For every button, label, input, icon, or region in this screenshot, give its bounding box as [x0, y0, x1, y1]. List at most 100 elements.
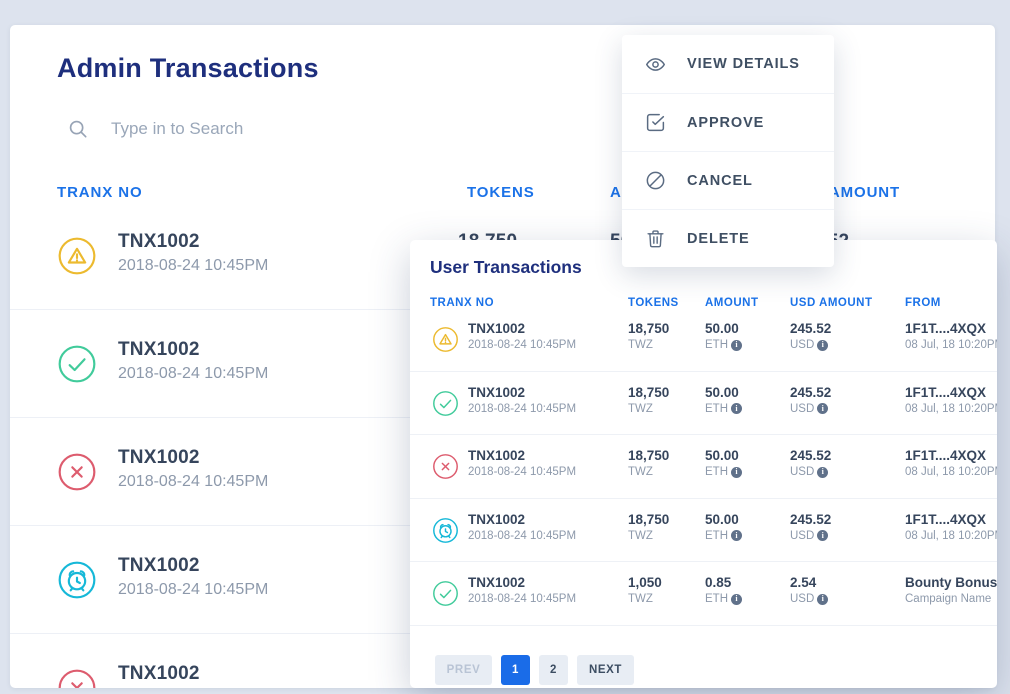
- info-icon[interactable]: [817, 403, 829, 414]
- column-header-usd-amount: USD AMOUNT: [790, 297, 873, 309]
- tranx-date: 2018-08-24 10:45PM: [118, 581, 269, 598]
- tokens-unit: TWZ: [628, 593, 653, 605]
- tranx-no: TNX1002: [118, 663, 200, 684]
- failed-status-icon: [57, 452, 97, 492]
- tranx-no: TNX1002: [468, 448, 526, 463]
- slash-circle-icon: [645, 170, 666, 191]
- success-status-icon: [432, 580, 459, 607]
- column-header-amount: AMOUNT: [705, 297, 759, 309]
- info-icon[interactable]: [817, 530, 829, 541]
- tranx-no: TNX1002: [468, 321, 526, 336]
- usd-value: 245.52: [790, 384, 832, 400]
- warning-status-icon: [432, 326, 459, 353]
- search-bar: [67, 118, 411, 140]
- warning-status-icon: [57, 236, 97, 276]
- tranx-date: 2018-08-24 10:45PM: [468, 339, 577, 351]
- table-row[interactable]: TNX1002 2018-08-24 10:45PM 18,750 TWZ 50.0…: [410, 499, 997, 562]
- menu-item-view-details[interactable]: VIEW DETAILS: [622, 35, 834, 93]
- tranx-date: 2018-08-24 10:45PM: [118, 473, 269, 490]
- usd-unit: USD: [790, 529, 815, 542]
- column-header-tranx-no: TRANX NO: [57, 184, 143, 201]
- menu-item-cancel[interactable]: CANCEL: [622, 151, 834, 209]
- amount-value: 50.00: [705, 321, 739, 336]
- amount-value: 50.00: [705, 511, 739, 527]
- search-input[interactable]: [111, 119, 411, 139]
- table-row[interactable]: TNX1002 2018-08-24 10:45PM 18,750 TWZ 50.0…: [410, 372, 997, 435]
- tokens-value: 1,050: [628, 575, 662, 590]
- amount-value: 0.85: [705, 575, 732, 590]
- menu-item-delete[interactable]: DELETE: [622, 209, 834, 267]
- column-header-tokens: TOKENS: [628, 297, 679, 309]
- user-transactions-panel: User Transactions TRANX NO TOKENS AMOUNT…: [410, 240, 997, 688]
- from-value: Bounty Bonus: [905, 575, 997, 590]
- tokens-value: 18,750: [628, 511, 670, 527]
- panel-title: User Transactions: [430, 257, 582, 277]
- menu-item-label: APPROVE: [687, 114, 765, 131]
- tranx-date: 2018-08-24 10:45PM: [468, 466, 577, 478]
- amount-unit: ETH: [705, 466, 728, 478]
- info-icon[interactable]: [817, 593, 829, 605]
- from-value: 1F1T....4XQX: [905, 448, 987, 463]
- menu-item-label: CANCEL: [687, 172, 753, 189]
- usd-value: 245.52: [790, 448, 832, 463]
- user-table-header: TRANX NO TOKENS AMOUNT USD AMOUNT FROM: [410, 297, 997, 311]
- tranx-date: 2018-08-24 10:45PM: [468, 402, 577, 415]
- info-icon[interactable]: [731, 466, 742, 478]
- page-1-button[interactable]: 1: [501, 655, 530, 685]
- failed-status-icon: [57, 668, 97, 688]
- menu-item-label: VIEW DETAILS: [687, 56, 800, 72]
- prev-button[interactable]: PREV: [435, 655, 492, 685]
- tranx-no: TNX1002: [118, 555, 200, 576]
- usd-unit: USD: [790, 593, 815, 605]
- page-2-button[interactable]: 2: [539, 655, 568, 685]
- amount-value: 50.00: [705, 384, 739, 400]
- table-row[interactable]: TNX1002 2018-08-24 10:45PM 18,750 TWZ 50.0…: [410, 435, 997, 499]
- trash-icon: [645, 228, 666, 249]
- success-status-icon: [432, 390, 459, 417]
- table-row[interactable]: TNX1002 2018-08-24 10:45PM 1,050 TWZ 0.85 E…: [410, 562, 997, 626]
- info-icon[interactable]: [731, 339, 742, 351]
- failed-status-icon: [432, 453, 459, 480]
- tranx-date: 2018-08-24 10:45PM: [118, 257, 269, 274]
- tokens-value: 18,750: [628, 448, 670, 463]
- from-value: 1F1T....4XQX: [905, 384, 987, 400]
- check-square-icon: [645, 112, 666, 133]
- info-icon[interactable]: [817, 339, 829, 351]
- tranx-no: TNX1002: [118, 447, 200, 468]
- table-row[interactable]: TNX1002 2018-08-24 10:45PM 18,750 TWZ 50.0…: [410, 308, 997, 372]
- column-header-tokens: TOKENS: [467, 184, 535, 201]
- tranx-no: TNX1002: [468, 511, 526, 527]
- amount-unit: ETH: [705, 402, 728, 415]
- tokens-unit: TWZ: [628, 339, 653, 351]
- info-icon[interactable]: [731, 530, 742, 541]
- from-value: 1F1T....4XQX: [905, 511, 987, 527]
- search-icon: [67, 118, 89, 140]
- tokens-value: 18,750: [628, 321, 670, 336]
- from-date: 08 Jul, 18 10:20PM: [905, 466, 997, 478]
- column-header-from: FROM: [905, 297, 941, 309]
- info-icon[interactable]: [817, 466, 829, 478]
- tranx-date: 2018-08-24 10:45PM: [468, 529, 577, 542]
- from-date: 08 Jul, 18 10:20PM: [905, 402, 997, 415]
- admin-table-header: TRANX NO TOKENS AMOUNT USD AMOUNT: [10, 184, 995, 204]
- pending-status-icon: [57, 560, 97, 600]
- usd-value: 245.52: [790, 511, 832, 527]
- context-menu: VIEW DETAILS APPROVE CANCEL DELETE: [622, 35, 834, 267]
- from-date: Campaign Name: [905, 593, 992, 605]
- success-status-icon: [57, 344, 97, 384]
- amount-value: 50.00: [705, 448, 739, 463]
- tokens-unit: TWZ: [628, 529, 653, 542]
- info-icon[interactable]: [731, 593, 742, 605]
- info-icon[interactable]: [731, 403, 742, 414]
- menu-item-approve[interactable]: APPROVE: [622, 93, 834, 151]
- tokens-unit: TWZ: [628, 466, 653, 478]
- usd-unit: USD: [790, 339, 815, 351]
- from-date: 08 Jul, 18 10:20PM: [905, 339, 997, 351]
- tranx-date: 2018-08-24 10:45PM: [118, 365, 269, 382]
- tokens-value: 18,750: [628, 384, 670, 400]
- tranx-no: TNX1002: [118, 339, 200, 360]
- next-button[interactable]: NEXT: [577, 655, 634, 685]
- user-table-body: TNX1002 2018-08-24 10:45PM 18,750 TWZ 50.0…: [410, 308, 997, 626]
- tokens-unit: TWZ: [628, 402, 653, 415]
